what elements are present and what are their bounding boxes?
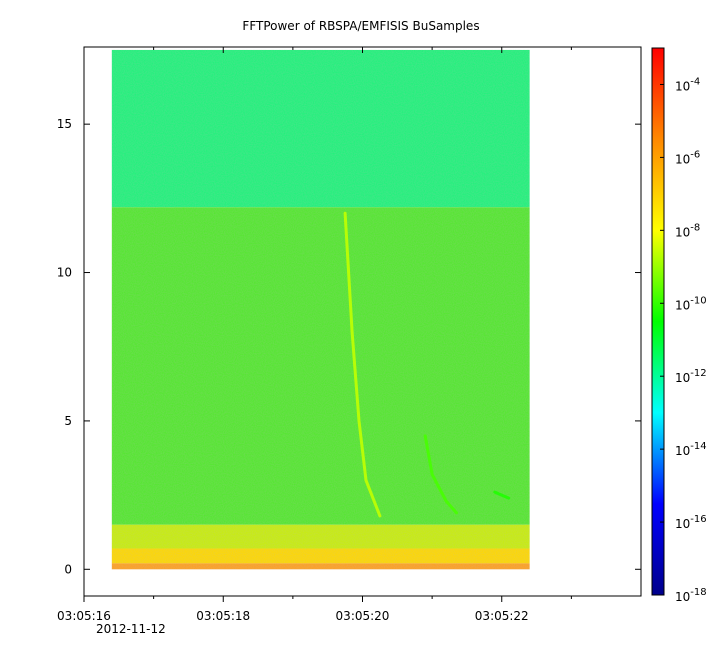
y-tick-label: 10 [57, 266, 72, 280]
x-tick-label: 03:05:18 [196, 609, 250, 623]
colorbar-tick-label: 10-6 [675, 149, 700, 166]
x-axis: 03:05:16 03:05:18 03:05:20 03:05:22 [57, 47, 572, 623]
colorbar: 10-18 10-16 10-14 10-12 10-10 10-8 10-6 10-4 [651, 47, 707, 604]
colorbar-tick-label: 10-8 [675, 222, 700, 239]
chorus-elements [343, 211, 511, 518]
x-tick-label: 03:05:22 [475, 609, 529, 623]
colorbar-tick-label: 10-18 [675, 587, 707, 604]
heatmap-noise-texture [111, 49, 530, 570]
plot-area: 03:05:16 03:05:18 03:05:20 03:05:22 0 5 10 15 [57, 46, 642, 623]
chorus-2 [423, 434, 458, 515]
x-tick-label: 03:05:20 [336, 609, 390, 623]
y-tick-label: 15 [57, 117, 72, 131]
y-axis: 0 5 10 15 [57, 117, 641, 576]
colorbar-fill [651, 47, 665, 596]
colorbar-ticks: 10-18 10-16 10-14 10-12 10-10 10-8 10-6 10-4 [660, 76, 707, 604]
colorbar-tick-label: 10-4 [675, 76, 700, 93]
colorbar-tick-label: 10-12 [675, 368, 707, 385]
x-date-label: 2012-11-12 [96, 622, 166, 636]
chart-title: FFTPower of RBSPA/EMFISIS BuSamples [242, 19, 479, 33]
colorbar-tick-label: 10-16 [675, 514, 707, 531]
colorbar-tick-label: 10-10 [675, 295, 707, 312]
x-tick-label: 03:05:16 [57, 609, 111, 623]
chorus-1 [343, 211, 382, 518]
y-tick-label: 0 [64, 562, 72, 576]
y-tick-label: 5 [64, 414, 72, 428]
colorbar-tick-label: 10-14 [675, 441, 707, 458]
chorus-3 [493, 490, 511, 500]
